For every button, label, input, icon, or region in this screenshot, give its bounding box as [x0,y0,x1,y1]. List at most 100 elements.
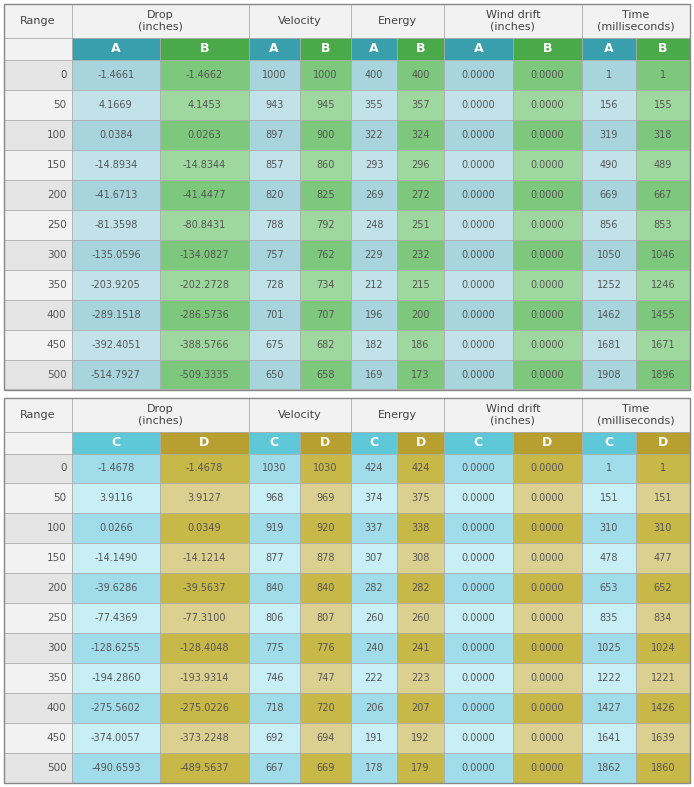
Bar [248,604,300,634]
Text: -81.3598: -81.3598 [94,220,137,230]
Bar [248,210,300,240]
Bar [71,573,160,604]
Text: 1: 1 [606,464,612,474]
Bar [444,360,513,390]
Text: Velocity: Velocity [278,409,321,419]
Bar [4,634,71,663]
Text: 337: 337 [365,523,383,534]
Bar [300,543,350,573]
Bar [300,753,350,783]
Bar [582,120,636,150]
Bar [444,300,513,330]
Bar [350,753,397,783]
Text: -135.0596: -135.0596 [91,249,141,260]
Bar [397,120,444,150]
Bar [444,150,513,179]
Bar [248,543,300,573]
Text: 215: 215 [412,279,430,290]
Bar [397,453,444,483]
Text: -14.8934: -14.8934 [94,160,137,170]
Bar [248,150,300,179]
Text: 355: 355 [365,100,383,110]
Text: 877: 877 [265,553,284,563]
Text: C: C [369,436,379,449]
Bar [350,543,397,573]
Text: 424: 424 [412,464,430,474]
Bar [397,210,444,240]
Bar [397,150,444,179]
Text: 0.0000: 0.0000 [531,583,564,593]
Bar [444,330,513,360]
Text: 300: 300 [47,643,67,653]
Bar [71,397,248,431]
Text: -14.8344: -14.8344 [183,160,226,170]
Bar [71,38,160,60]
Text: 1252: 1252 [597,279,621,290]
Text: 694: 694 [316,733,335,743]
Text: -1.4678: -1.4678 [186,464,223,474]
Text: 945: 945 [316,100,335,110]
Text: 222: 222 [364,673,383,683]
Bar [160,270,248,300]
Text: Range: Range [20,16,56,26]
Bar [582,38,636,60]
Text: 788: 788 [265,220,283,230]
Text: 186: 186 [412,339,430,349]
Bar [248,360,300,390]
Text: A: A [473,42,483,56]
Text: 969: 969 [316,493,335,504]
Bar [160,723,248,753]
Text: 241: 241 [412,643,430,653]
Text: 3.9127: 3.9127 [187,493,221,504]
Text: -275.5602: -275.5602 [91,703,141,713]
Text: 272: 272 [411,190,430,200]
Bar [300,179,350,210]
Bar [513,573,582,604]
Text: 0: 0 [60,70,67,80]
Text: Time
(milliseconds): Time (milliseconds) [597,404,675,425]
Text: C: C [474,436,483,449]
Text: 1000: 1000 [262,70,287,80]
Text: 1671: 1671 [651,339,675,349]
Bar [160,360,248,390]
Bar [160,330,248,360]
Text: 1427: 1427 [597,703,621,713]
Bar [248,270,300,300]
Text: 853: 853 [654,220,672,230]
Text: 1030: 1030 [262,464,287,474]
Text: 4.1669: 4.1669 [99,100,133,110]
Text: 240: 240 [365,643,383,653]
Text: 0.0349: 0.0349 [187,523,221,534]
Bar [350,38,397,60]
Bar [636,693,690,723]
Bar [300,513,350,543]
Bar [160,753,248,783]
Text: Drop
(inches): Drop (inches) [137,10,183,31]
Bar [71,210,160,240]
Text: -134.0827: -134.0827 [180,249,229,260]
Text: C: C [270,436,279,449]
Bar [513,453,582,483]
Text: 296: 296 [412,160,430,170]
Text: 1: 1 [606,70,612,80]
Bar [444,453,513,483]
Text: 1896: 1896 [651,370,675,379]
Bar [513,179,582,210]
Text: 260: 260 [365,613,383,623]
Text: 0: 0 [60,464,67,474]
Bar [248,663,300,693]
Text: -1.4662: -1.4662 [186,70,223,80]
Bar [71,634,160,663]
Bar [582,330,636,360]
Bar [350,300,397,330]
Text: 728: 728 [265,279,284,290]
Text: 0.0000: 0.0000 [531,643,564,653]
Bar [582,753,636,783]
Bar [4,663,71,693]
Text: -14.1214: -14.1214 [183,553,226,563]
Bar [350,453,397,483]
Text: 308: 308 [412,553,430,563]
Bar [397,38,444,60]
Text: 747: 747 [316,673,335,683]
Text: 151: 151 [654,493,672,504]
